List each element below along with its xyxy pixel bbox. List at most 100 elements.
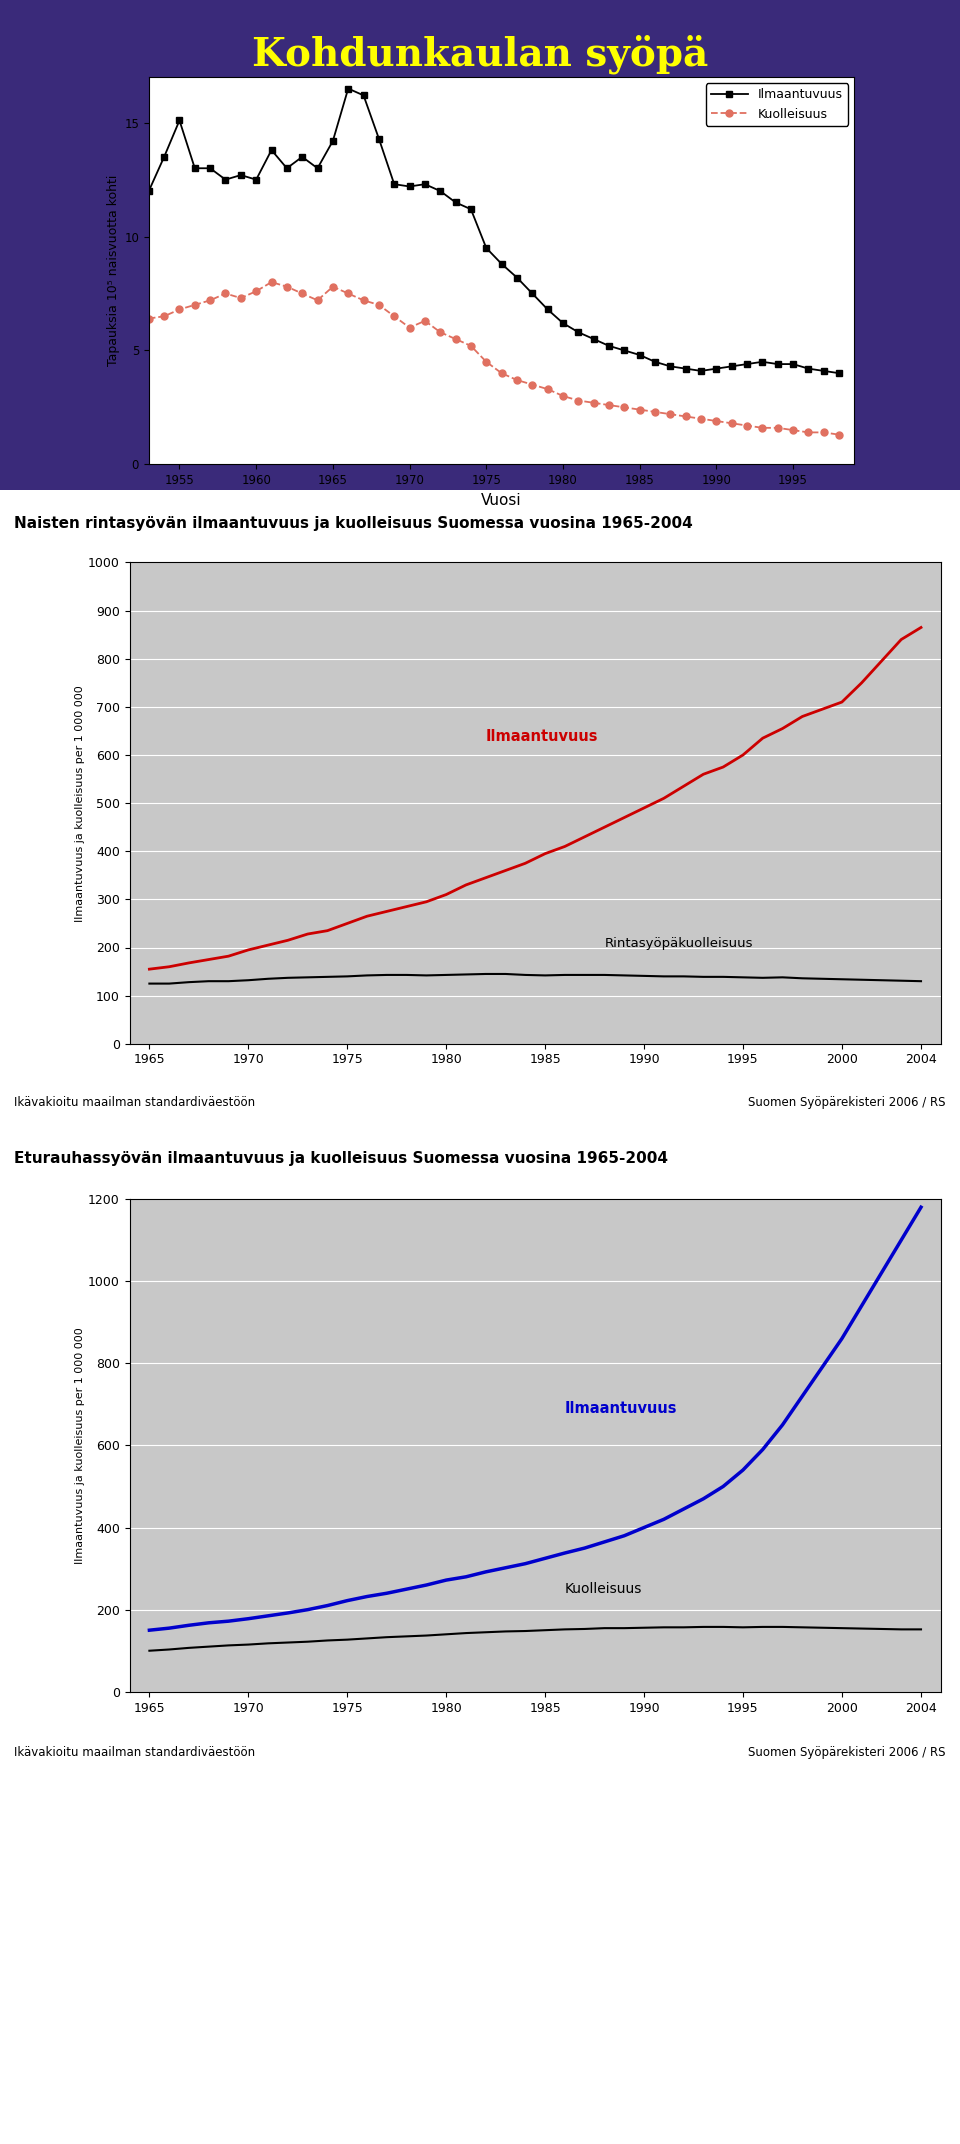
Ilmaantuvuus (787, 352, 799, 377)
Kuolleisuus (435, 319, 446, 345)
Kuolleisuus (756, 416, 768, 442)
Ilmaantuvuus (466, 197, 477, 223)
Ilmaantuvuus (235, 163, 247, 189)
Kuolleisuus (143, 307, 155, 332)
Kuolleisuus (450, 326, 462, 352)
Kuolleisuus (174, 296, 185, 322)
Kuolleisuus (634, 397, 645, 422)
Ilmaantuvuus (266, 137, 277, 163)
Kuolleisuus (710, 407, 722, 433)
Kuolleisuus (803, 420, 814, 446)
Ilmaantuvuus (541, 296, 553, 322)
Ilmaantuvuus (450, 189, 462, 214)
Ilmaantuvuus (220, 167, 231, 193)
Y-axis label: Ilmaantuvuus ja kuolleisuus per 1 000 000: Ilmaantuvuus ja kuolleisuus per 1 000 00… (75, 684, 85, 922)
Kuolleisuus (389, 304, 400, 330)
Text: Ikävakioitu maailman standardiväestöön: Ikävakioitu maailman standardiväestöön (14, 1096, 255, 1108)
Kuolleisuus (189, 292, 201, 317)
Text: Eturauhassyövän ilmaantuvuus ja kuolleisuus Suomessa vuosina 1965-2004: Eturauhassyövän ilmaantuvuus ja kuolleis… (14, 1151, 668, 1166)
Ilmaantuvuus (511, 264, 522, 289)
Kuolleisuus (266, 270, 277, 296)
Legend: Ilmaantuvuus, Kuolleisuus: Ilmaantuvuus, Kuolleisuus (706, 84, 848, 126)
Kuolleisuus (741, 412, 753, 437)
Kuolleisuus (204, 287, 216, 313)
Text: Suomen Syöpärekisteri 2006 / RS: Suomen Syöpärekisteri 2006 / RS (748, 1096, 946, 1108)
Kuolleisuus (787, 418, 799, 444)
Ilmaantuvuus (435, 178, 446, 204)
Ilmaantuvuus (495, 251, 507, 277)
Kuolleisuus (664, 401, 676, 427)
X-axis label: Vuosi: Vuosi (481, 493, 522, 508)
Ilmaantuvuus (664, 354, 676, 379)
Ilmaantuvuus (312, 154, 324, 180)
Ilmaantuvuus (358, 81, 370, 107)
Ilmaantuvuus (618, 337, 630, 362)
Text: Suomen Syöpärekisteri 2006 / RS: Suomen Syöpärekisteri 2006 / RS (748, 1745, 946, 1758)
Kuolleisuus (343, 281, 354, 307)
Ilmaantuvuus (695, 358, 707, 384)
Kuolleisuus (373, 292, 385, 317)
Kuolleisuus (235, 285, 247, 311)
Kuolleisuus (466, 332, 477, 358)
Kuolleisuus (833, 422, 845, 448)
Ilmaantuvuus (420, 172, 431, 197)
Ilmaantuvuus (526, 281, 538, 307)
Kuolleisuus (495, 360, 507, 386)
Ilmaantuvuus (772, 352, 783, 377)
Kuolleisuus (818, 420, 829, 446)
Text: Kohdunkaulan syöpä: Kohdunkaulan syöpä (252, 34, 708, 73)
Text: Rintasyöpäkuolleisuus: Rintasyöpäkuolleisuus (605, 937, 753, 950)
Ilmaantuvuus (803, 356, 814, 382)
Kuolleisuus (511, 367, 522, 392)
Ilmaantuvuus (726, 354, 737, 379)
Text: Kuolleisuus: Kuolleisuus (564, 1582, 642, 1597)
Ilmaantuvuus (649, 349, 660, 375)
Ilmaantuvuus (588, 326, 599, 352)
Ilmaantuvuus (756, 349, 768, 375)
Text: Ikävakioitu maailman standardiväestöön: Ikävakioitu maailman standardiväestöön (14, 1745, 255, 1758)
Text: Ilmaantuvuus: Ilmaantuvuus (486, 729, 598, 744)
Kuolleisuus (603, 392, 614, 418)
Ilmaantuvuus (204, 154, 216, 180)
Ilmaantuvuus (634, 343, 645, 369)
Y-axis label: Ilmaantuvuus ja kuolleisuus per 1 000 000: Ilmaantuvuus ja kuolleisuus per 1 000 00… (75, 1327, 85, 1563)
Ilmaantuvuus (297, 144, 308, 169)
Kuolleisuus (327, 274, 339, 300)
Text: Naisten rintasyövän ilmaantuvuus ja kuolleisuus Suomessa vuosina 1965-2004: Naisten rintasyövän ilmaantuvuus ja kuol… (14, 515, 693, 530)
Ilmaantuvuus (158, 144, 170, 169)
Ilmaantuvuus (189, 154, 201, 180)
Kuolleisuus (297, 281, 308, 307)
Ilmaantuvuus (680, 356, 691, 382)
Text: Ilmaantuvuus: Ilmaantuvuus (564, 1400, 678, 1415)
Ilmaantuvuus (572, 319, 584, 345)
Ilmaantuvuus (389, 172, 400, 197)
Ilmaantuvuus (710, 356, 722, 382)
Ilmaantuvuus (481, 236, 492, 262)
Ilmaantuvuus (404, 174, 416, 199)
Ilmaantuvuus (343, 75, 354, 101)
Ilmaantuvuus (603, 332, 614, 358)
Ilmaantuvuus (174, 107, 185, 133)
Kuolleisuus (420, 309, 431, 334)
Ilmaantuvuus (741, 352, 753, 377)
Kuolleisuus (680, 403, 691, 429)
Kuolleisuus (572, 388, 584, 414)
Ilmaantuvuus (251, 167, 262, 193)
Kuolleisuus (404, 315, 416, 341)
Kuolleisuus (588, 390, 599, 416)
Kuolleisuus (772, 416, 783, 442)
Line: Kuolleisuus: Kuolleisuus (145, 279, 843, 437)
Kuolleisuus (312, 287, 324, 313)
Ilmaantuvuus (281, 154, 293, 180)
Kuolleisuus (649, 399, 660, 425)
Ilmaantuvuus (373, 126, 385, 152)
Kuolleisuus (695, 405, 707, 431)
Ilmaantuvuus (143, 178, 155, 204)
Kuolleisuus (726, 410, 737, 435)
Ilmaantuvuus (818, 358, 829, 384)
Kuolleisuus (526, 371, 538, 397)
Ilmaantuvuus (327, 129, 339, 154)
Line: Ilmaantuvuus: Ilmaantuvuus (146, 86, 842, 377)
Kuolleisuus (618, 394, 630, 420)
Kuolleisuus (158, 304, 170, 330)
